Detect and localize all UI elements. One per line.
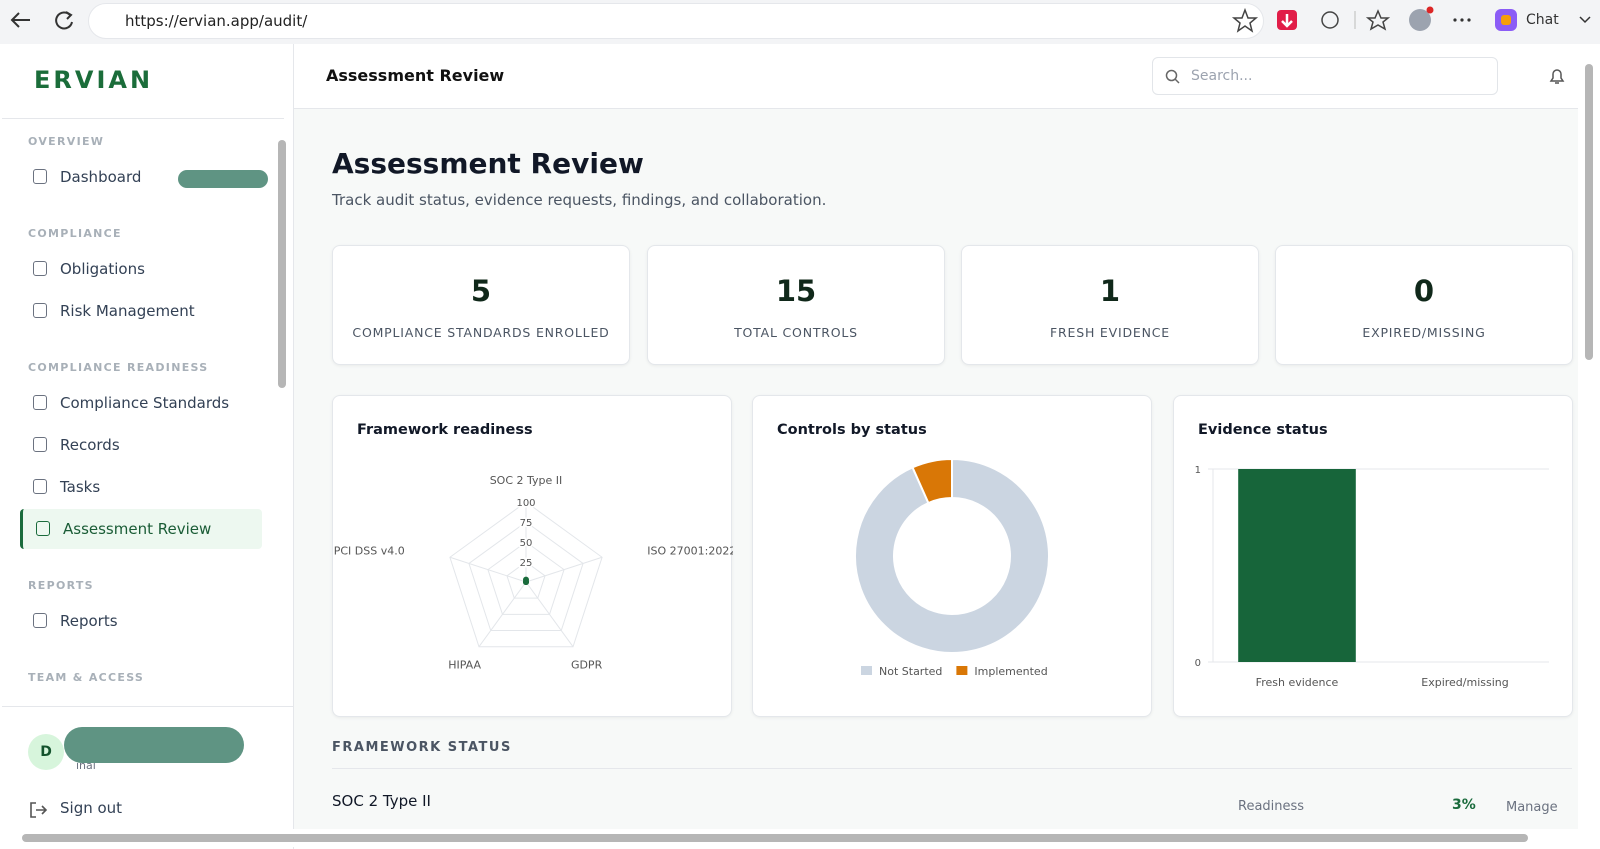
radar-spoke: [478, 581, 527, 648]
page-subtitle: Track audit status, evidence requests, f…: [332, 191, 827, 209]
tick-label: 100: [516, 498, 535, 509]
grid-ring: [468, 521, 584, 632]
nav-item[interactable]: Tasks: [20, 467, 262, 507]
search-box[interactable]: Search...: [1152, 57, 1498, 95]
chart: Not Started Implemented: [854, 457, 1050, 678]
y-tick-label: 1: [1195, 465, 1201, 476]
radar-point: [523, 579, 529, 585]
nav-item[interactable]: Obligations: [20, 249, 262, 289]
chart-card: Controls by status Not Started Implemented: [752, 395, 1152, 717]
stat-value: 5: [470, 274, 492, 308]
nav-section-heading: REPORTS: [28, 579, 94, 592]
stat-label: FRESH EVIDENCE: [1050, 325, 1170, 340]
axis-label: PCI DSS v4.0: [334, 544, 405, 557]
grid-ring: [506, 561, 546, 599]
sidebar-nav: OVERVIEW Dashboard COMPLIANCE Obligations Ri…: [2, 118, 284, 706]
sign-out[interactable]: Sign out: [60, 799, 123, 817]
radar-spoke: [525, 581, 574, 648]
stat-value: 1: [1099, 274, 1121, 308]
radar-spoke: [525, 556, 603, 583]
manage-button[interactable]: Manage: [1506, 800, 1558, 815]
nav-section-heading: COMPLIANCE: [28, 227, 122, 240]
nav-item[interactable]: Dashboard: [20, 157, 262, 197]
tick-label: 50: [520, 538, 533, 549]
sign-out-icon: [30, 802, 48, 818]
stat-label: EXPIRED/MISSING: [1362, 325, 1486, 340]
address-bar[interactable]: https://ervian.app/audit/: [88, 3, 1264, 39]
nav-item[interactable]: Assessment Review: [20, 509, 262, 549]
axis-label: SOC 2 Type II: [490, 474, 563, 487]
stat-value: 15: [775, 274, 817, 308]
bar: [1238, 469, 1356, 662]
redaction: [64, 727, 244, 763]
logo[interactable]: ERVIAN: [34, 66, 154, 94]
nav-item[interactable]: Reports: [20, 601, 262, 641]
y-tick-label: 0: [1195, 658, 1201, 669]
stat-card: 1 FRESH EVIDENCE: [961, 245, 1259, 365]
nav-buttons[interactable]: [0, 0, 90, 44]
chart-title: Controls by status: [777, 422, 927, 438]
grid-ring: [449, 501, 603, 648]
header-title: Assessment Review: [326, 66, 505, 85]
bell-icon[interactable]: [1548, 66, 1566, 86]
donut-slice: [911, 457, 953, 505]
redaction: [178, 170, 268, 188]
grid-ring: [487, 541, 565, 615]
axis-label: GDPR: [571, 659, 603, 672]
sidebar: ERVIAN OVERVIEW Dashboard COMPLIANCE Obliga…: [2, 44, 294, 849]
x-tick-label: Fresh evidence: [1256, 676, 1339, 689]
tick-label: 25: [520, 558, 533, 569]
nav-section-heading: OVERVIEW: [28, 135, 105, 148]
legend-swatch: [956, 666, 968, 675]
tick-label: 75: [520, 518, 533, 529]
stat-card: 5 COMPLIANCE STANDARDS ENROLLED: [332, 245, 630, 365]
top-header: Assessment Review Search...: [294, 44, 1578, 109]
stat-card: 15 TOTAL CONTROLS: [647, 245, 945, 365]
stat-card: 0 EXPIRED/MISSING: [1275, 245, 1573, 365]
search-placeholder: Search...: [1191, 68, 1253, 84]
horizontal-scrollbar[interactable]: [2, 829, 1598, 847]
nav-item[interactable]: Risk Management: [20, 291, 262, 331]
donut-slice: [854, 457, 1050, 654]
axis-label: HIPAA: [448, 659, 481, 672]
nav-section-heading: TEAM & ACCESS: [28, 671, 145, 684]
main-content: Assessment Review Track audit status, ev…: [294, 109, 1578, 829]
legend-label: Not Started: [879, 665, 942, 678]
stat-label: TOTAL CONTROLS: [734, 325, 858, 340]
vertical-scrollbar[interactable]: [1580, 44, 1598, 829]
chart-title: Framework readiness: [357, 422, 533, 438]
axis-label: ISO 27001:2022: [647, 544, 733, 557]
page-heading: Assessment Review: [332, 147, 644, 180]
browser-toolbar: https://ervian.app/audit/ Chat: [0, 0, 1600, 44]
framework-name: SOC 2 Type II: [332, 792, 431, 810]
legend-label: Implemented: [974, 665, 1047, 678]
chart-card: Evidence status 0 1 Fresh evidence Expired/m…: [1173, 395, 1573, 717]
readiness-label: Readiness: [1238, 799, 1305, 814]
chart: SOC 2 Type II ISO 27001:2022 GDPR HIPAA PCI …: [334, 474, 733, 672]
readiness-value: 3%: [1452, 797, 1476, 813]
legend-swatch: [861, 666, 872, 675]
section-heading: FRAMEWORK STATUS: [332, 740, 512, 755]
stat-label: COMPLIANCE STANDARDS ENROLLED: [352, 325, 610, 340]
chat-label[interactable]: Chat: [1526, 12, 1559, 28]
nav-section-heading: COMPLIANCE READINESS: [28, 361, 209, 374]
chart-card: Framework readiness SOC 2 Type II ISO 2700…: [332, 395, 733, 717]
nav-item[interactable]: Records: [20, 425, 262, 465]
x-tick-label: Expired/missing: [1421, 676, 1508, 689]
chart-title: Evidence status: [1198, 422, 1328, 438]
sidebar-scrollbar[interactable]: [278, 122, 286, 702]
nav-item[interactable]: Compliance Standards: [20, 383, 262, 423]
avatar[interactable]: D: [28, 734, 64, 770]
browser-icons[interactable]: Chat: [1225, 0, 1600, 44]
stat-value: 0: [1413, 274, 1435, 308]
chart: 0 1 Fresh evidence Expired/missing: [1195, 465, 1549, 689]
radar-spoke: [449, 556, 527, 583]
